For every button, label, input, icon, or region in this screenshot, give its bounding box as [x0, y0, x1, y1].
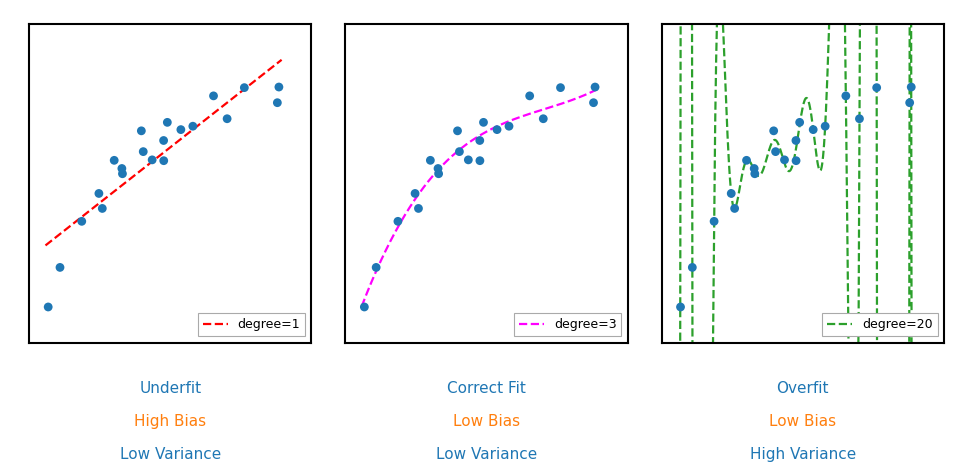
Point: [185, 122, 200, 130]
Point: [219, 115, 234, 122]
Point: [53, 264, 68, 271]
Point: [236, 84, 252, 91]
Point: [869, 84, 884, 91]
Point: [776, 156, 792, 164]
Point: [114, 165, 129, 172]
Point: [838, 92, 853, 99]
Point: [369, 264, 384, 271]
Point: [408, 189, 423, 197]
Point: [817, 122, 833, 130]
Text: Correct Fit: Correct Fit: [447, 381, 526, 396]
Point: [106, 157, 122, 164]
Point: [160, 119, 175, 126]
Point: [724, 189, 739, 197]
Text: Low Bias: Low Bias: [453, 414, 520, 429]
Point: [788, 137, 804, 144]
Point: [94, 205, 110, 212]
Point: [156, 157, 171, 165]
Point: [489, 126, 505, 133]
Point: [41, 303, 56, 311]
Point: [535, 115, 551, 122]
Point: [451, 148, 467, 156]
Point: [472, 137, 487, 144]
Point: [390, 218, 406, 225]
Legend: degree=1: degree=1: [198, 314, 306, 337]
Legend: degree=20: degree=20: [822, 314, 938, 337]
Point: [156, 137, 171, 144]
Point: [685, 264, 701, 271]
Point: [746, 165, 762, 172]
Point: [422, 157, 438, 164]
Point: [588, 83, 603, 91]
Legend: degree=3: degree=3: [514, 314, 622, 337]
Point: [788, 157, 804, 165]
Text: Underfit: Underfit: [139, 381, 201, 396]
Point: [271, 83, 287, 91]
Text: High Bias: High Bias: [134, 414, 206, 429]
Point: [727, 205, 742, 212]
Point: [747, 170, 763, 178]
Point: [586, 99, 601, 107]
Point: [766, 127, 781, 135]
Point: [792, 119, 808, 126]
Point: [411, 205, 426, 212]
Point: [431, 170, 447, 178]
Point: [74, 218, 90, 225]
Point: [270, 99, 285, 107]
Point: [806, 126, 821, 133]
Point: [851, 115, 867, 122]
Point: [553, 84, 568, 91]
Point: [205, 92, 221, 99]
Point: [522, 92, 537, 99]
Text: Overfit: Overfit: [776, 381, 829, 396]
Point: [430, 165, 446, 172]
Point: [144, 156, 160, 164]
Point: [173, 126, 189, 133]
Text: High Variance: High Variance: [749, 447, 856, 463]
Point: [739, 157, 754, 164]
Text: Low Variance: Low Variance: [120, 447, 221, 463]
Point: [472, 157, 487, 165]
Point: [902, 99, 918, 107]
Point: [91, 189, 107, 197]
Point: [768, 148, 783, 156]
Point: [133, 127, 149, 135]
Point: [501, 122, 517, 130]
Text: Low Variance: Low Variance: [436, 447, 537, 463]
Point: [356, 303, 372, 311]
Point: [450, 127, 465, 135]
Point: [706, 218, 722, 225]
Point: [115, 170, 130, 178]
Text: Low Bias: Low Bias: [769, 414, 836, 429]
Point: [476, 119, 491, 126]
Point: [460, 156, 476, 164]
Point: [672, 303, 688, 311]
Point: [135, 148, 151, 156]
Point: [904, 83, 919, 91]
